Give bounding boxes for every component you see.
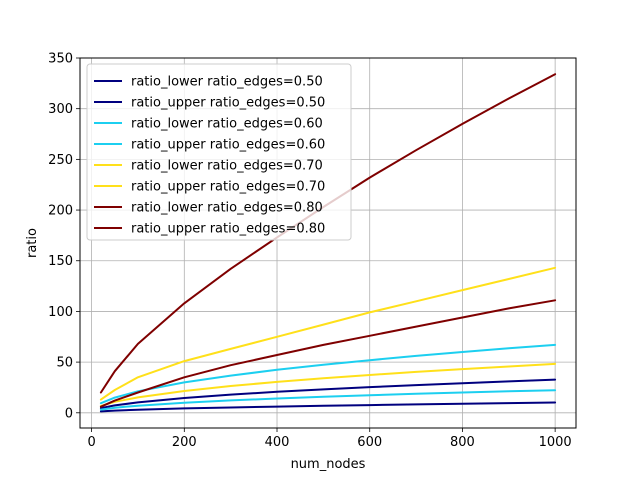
legend-entry: ratio_lower ratio_edges=0.50: [131, 75, 323, 90]
x-tick-label: 600: [357, 435, 382, 450]
series-line-3: [99, 389, 557, 411]
y-tick-label: 100: [48, 305, 73, 320]
y-axis-label: ratio: [25, 228, 40, 258]
x-tick-label: 800: [450, 435, 475, 450]
legend-entry: ratio_upper ratio_edges=0.70: [131, 180, 325, 195]
legend-entry: ratio_upper ratio_edges=0.80: [131, 222, 325, 237]
legend-entry: ratio_upper ratio_edges=0.60: [131, 138, 325, 153]
x-tick-label: 0: [87, 435, 95, 450]
legend-entry: ratio_lower ratio_edges=0.60: [131, 117, 323, 132]
series-line-5: [99, 362, 557, 407]
y-tick-label: 350: [48, 52, 73, 67]
plot-frame: [79, 57, 577, 429]
y-tick-label: 200: [48, 204, 73, 219]
series-line-6: [99, 266, 557, 401]
y-tick-label: 150: [48, 254, 73, 269]
series-line-2: [99, 378, 557, 410]
y-tick-label: 50: [56, 356, 73, 371]
y-tick-label: 250: [48, 153, 73, 168]
legend-entry: ratio_lower ratio_edges=0.70: [131, 159, 323, 174]
legend-entry: ratio_lower ratio_edges=0.80: [131, 201, 323, 216]
series-line-7: [99, 299, 557, 408]
x-tick-label: 400: [265, 435, 290, 450]
legend: ratio_lower ratio_edges=0.50 ratio_upper …: [86, 63, 352, 241]
series-line-4: [99, 343, 557, 405]
y-tick-label: 300: [48, 102, 73, 117]
series-lines: [99, 73, 557, 413]
axis-ticks: 0 200 400 600 800 1000 0 50 100 150 200 250 300 350: [48, 52, 572, 451]
x-tick-label: 200: [172, 435, 197, 450]
legend-entry: ratio_upper ratio_edges=0.50: [131, 96, 325, 111]
x-tick-label: 1000: [539, 435, 572, 450]
legend-box: [86, 63, 352, 241]
series-line-1: [99, 401, 557, 413]
y-tick-label: 0: [65, 406, 73, 421]
x-axis-label: num_nodes: [291, 457, 366, 472]
